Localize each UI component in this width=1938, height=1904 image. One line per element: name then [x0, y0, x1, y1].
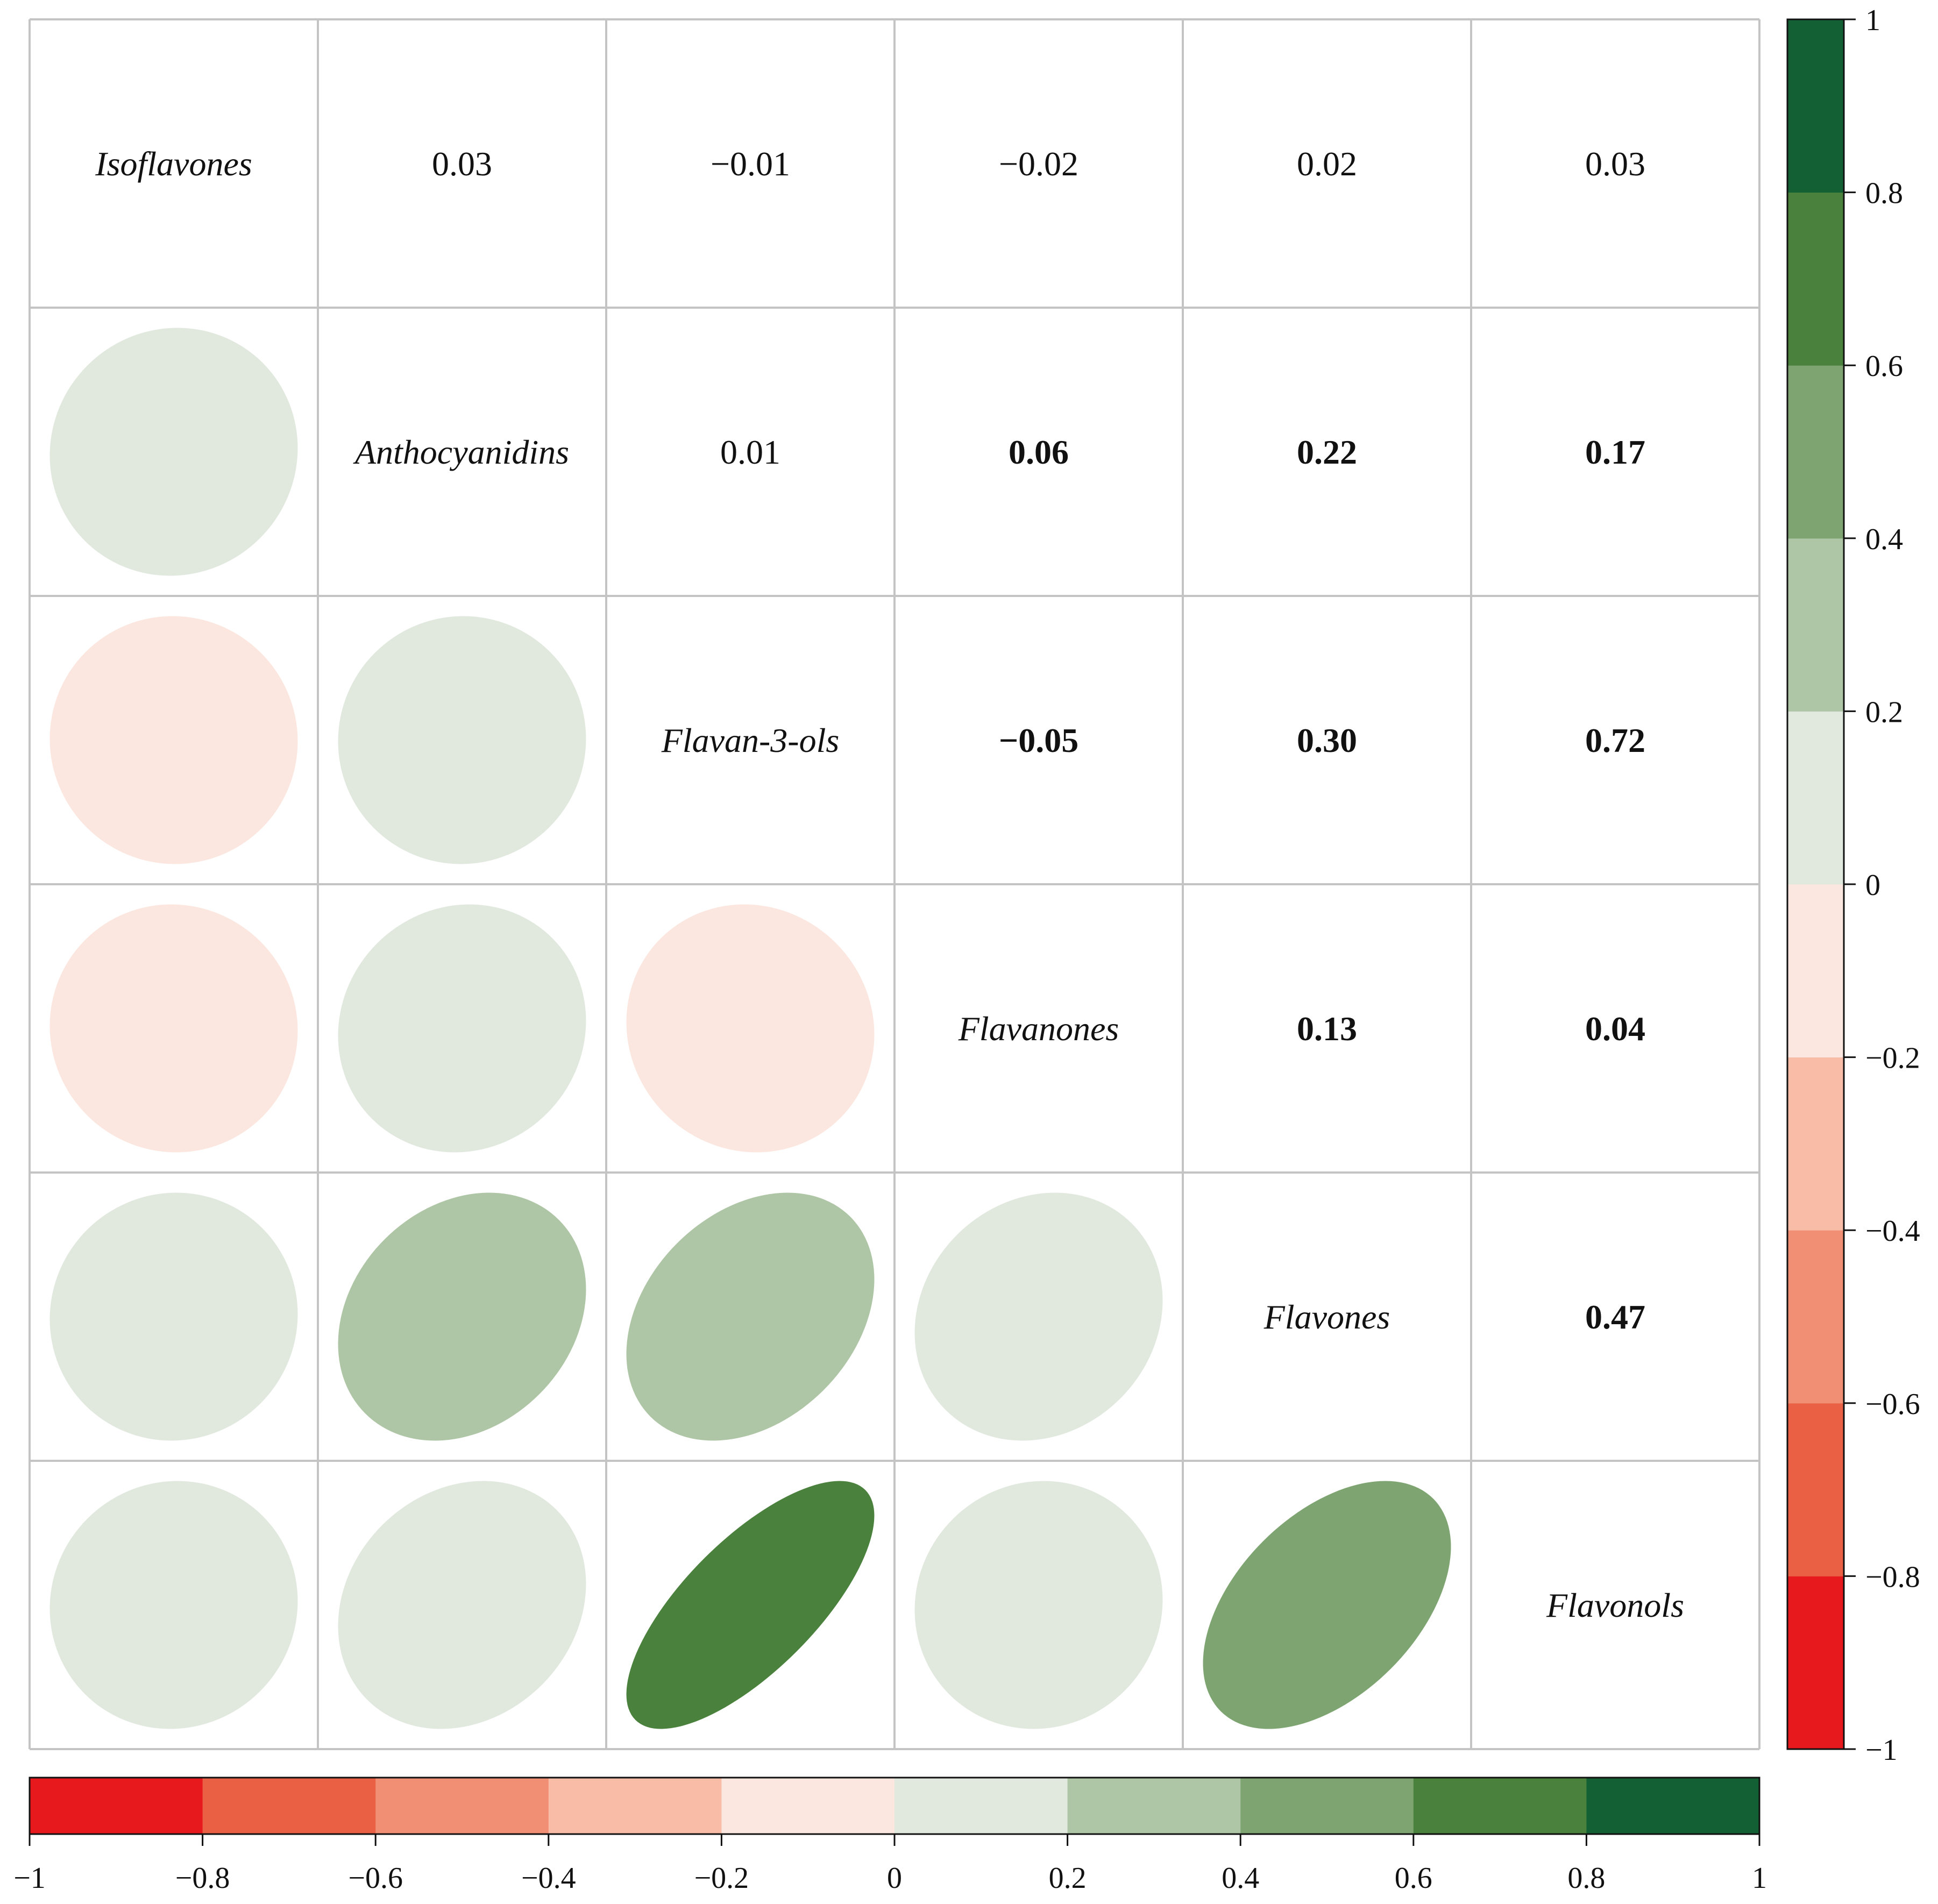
- correlation-ellipse: [49, 1192, 298, 1441]
- diagonal-label-flavan-3-ols: Flavan-3-ols: [661, 721, 840, 759]
- diagonal-label-flavanones: Flavanones: [958, 1010, 1119, 1048]
- diagonal-label-isoflavones: Isoflavones: [95, 145, 252, 183]
- colorbar-segment: [202, 1778, 376, 1834]
- diagonal-label-flavones: Flavones: [1263, 1298, 1390, 1336]
- colorbar-segment: [1787, 365, 1844, 539]
- coef-label: 0.13: [1297, 1010, 1357, 1048]
- colorbar-tick-label: 0.2: [1049, 1862, 1087, 1895]
- colorbar-segment: [1787, 884, 1844, 1058]
- right-colorbar: −1 −0.8 −0.6 −0.4 −0.2 0 0.2 0.4 0.6 0.8 1: [1786, 4, 1920, 1767]
- colorbar-segment: [895, 1778, 1068, 1834]
- correlation-ellipse: [49, 616, 298, 864]
- colorbar-tick-label: −0.4: [1865, 1214, 1920, 1248]
- colorbar-tick-label: 0.8: [1567, 1862, 1605, 1895]
- coef-label: 0.04: [1585, 1010, 1645, 1048]
- matrix-grid: [29, 18, 1760, 1750]
- colorbar-segment: [1787, 1230, 1844, 1404]
- colorbar-tick-label: −0.6: [348, 1862, 403, 1895]
- coef-label: 0.03: [1585, 145, 1645, 183]
- colorbar-tick-label: 0.6: [1865, 350, 1903, 383]
- correlation-ellipse: [338, 1481, 586, 1729]
- colorbar-tick-label: 0.8: [1865, 177, 1903, 210]
- colorbar-tick-label: 0.4: [1222, 1862, 1259, 1895]
- correlation-ellipse: [49, 904, 298, 1153]
- colorbar-segment: [30, 1778, 203, 1834]
- correlation-ellipse: [49, 328, 298, 576]
- colorbar-segment: [1787, 538, 1844, 712]
- correlation-ellipse: [914, 1481, 1163, 1729]
- coef-label: 0.30: [1297, 721, 1357, 759]
- colorbar-tick-label: 0.2: [1865, 695, 1903, 729]
- colorbar-tick-label: 0.4: [1865, 523, 1903, 556]
- colorbar-tick-label: −0.2: [1865, 1042, 1920, 1075]
- colorbar-segment: [1586, 1778, 1760, 1834]
- colorbar-tick-label: 0: [1865, 869, 1880, 902]
- colorbar-segment: [1240, 1778, 1414, 1834]
- diagonal-label-flavonols: Flavonols: [1546, 1586, 1684, 1624]
- colorbar-segment: [1787, 192, 1844, 366]
- colorbar-segment: [375, 1778, 549, 1834]
- colorbar-segment: [1787, 1576, 1844, 1750]
- correlation-ellipse: [626, 1481, 875, 1729]
- correlation-ellipse: [626, 1192, 875, 1441]
- coef-label: 0.03: [432, 145, 492, 183]
- coef-label: 0.02: [1297, 145, 1357, 183]
- bottom-colorbar: −1 −0.8 −0.6 −0.4 −0.2 0 0.2 0.4 0.6 0.8 1: [13, 1777, 1767, 1895]
- colorbar-tick-label: −0.4: [521, 1862, 576, 1895]
- coef-label: −0.02: [999, 145, 1078, 183]
- correlation-ellipse: [49, 1481, 298, 1729]
- colorbar-segment: [1413, 1778, 1587, 1834]
- colorbar-tick-label: −1: [13, 1862, 46, 1895]
- colorbar-tick-label: −0.6: [1865, 1388, 1920, 1421]
- matrix-cells: Isoflavones 0.03 −0.01 −0.02 0.02 0.03 Anthocy…: [49, 145, 1684, 1729]
- coef-label: 0.06: [1009, 433, 1069, 471]
- correlation-ellipse: [914, 1192, 1163, 1441]
- colorbar-tick-label: 1: [1752, 1862, 1767, 1895]
- colorbar-segment: [1787, 19, 1844, 193]
- colorbar-segment: [1067, 1778, 1241, 1834]
- colorbar-tick-label: −0.8: [175, 1862, 230, 1895]
- correlation-ellipse: [626, 904, 875, 1153]
- colorbar-segment: [1787, 711, 1844, 885]
- colorbar-segment: [1787, 1403, 1844, 1576]
- coef-label: 0.22: [1297, 433, 1357, 471]
- coef-label: 0.47: [1585, 1298, 1645, 1336]
- colorbar-tick-label: 0: [887, 1862, 902, 1895]
- colorbar-tick-label: −1: [1865, 1734, 1898, 1767]
- diagonal-label-anthocyanidins: Anthocyanidins: [353, 433, 569, 471]
- coef-label: 0.72: [1585, 721, 1645, 759]
- coef-label: 0.01: [720, 433, 780, 471]
- colorbar-tick-label: 0.6: [1395, 1862, 1432, 1895]
- colorbar-tick-label: 1: [1865, 4, 1880, 37]
- colorbar-segment: [721, 1778, 895, 1834]
- coef-label: −0.05: [999, 721, 1078, 759]
- correlation-ellipse: [1203, 1481, 1451, 1729]
- coef-label: −0.01: [711, 145, 790, 183]
- colorbar-segment: [1787, 1057, 1844, 1231]
- correlation-ellipse: [338, 1192, 586, 1441]
- colorbar-segment: [548, 1778, 722, 1834]
- correlation-ellipse: [338, 904, 586, 1153]
- correlation-ellipse: [338, 616, 586, 864]
- colorbar-tick-label: −0.8: [1865, 1560, 1920, 1594]
- colorbar-tick-label: −0.2: [694, 1862, 749, 1895]
- coef-label: 0.17: [1585, 433, 1645, 471]
